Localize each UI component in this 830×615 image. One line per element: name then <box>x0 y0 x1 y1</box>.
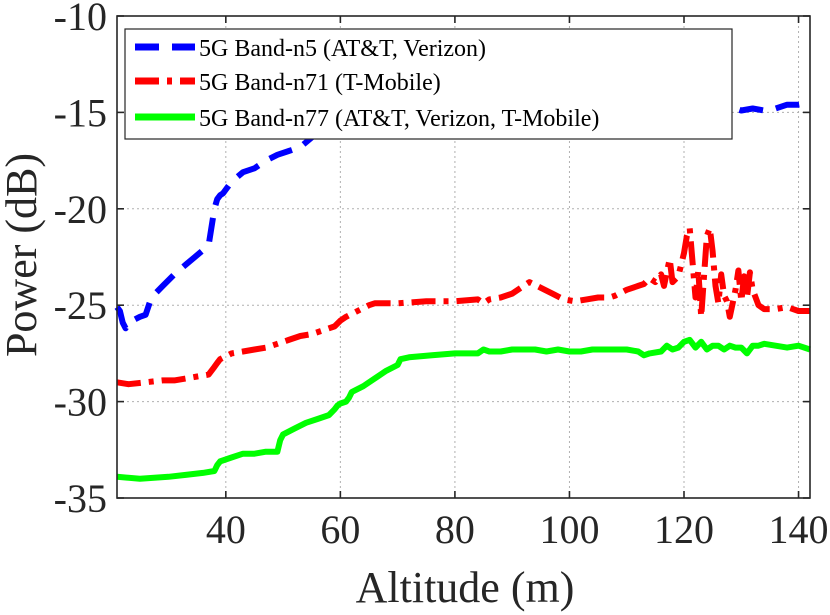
axis-tick-labels: 40 60 80 100 120 140 -35 -30 -25 -20 -15 -10 <box>54 0 829 552</box>
x-tick-label: 100 <box>539 507 599 552</box>
x-axis-title: Altitude (m) <box>356 563 575 612</box>
legend-box <box>124 28 733 140</box>
series-layer <box>114 99 811 482</box>
plot-frame <box>116 15 811 499</box>
x-tick-label: 60 <box>320 507 360 552</box>
y-tick-label: -25 <box>54 283 107 328</box>
y-axis-title: Power (dB) <box>0 153 46 357</box>
x-tick-label: 80 <box>435 507 475 552</box>
legend-label-n5: 5G Band-n5 (AT&T, Verizon) <box>199 36 486 62</box>
y-tick-label: -35 <box>54 476 107 521</box>
legend-label-n77: 5G Band-n77 (AT&T, Verizon, T-Mobile) <box>199 106 599 132</box>
series-line-n71 <box>116 225 810 388</box>
series-line-n5 <box>114 99 811 332</box>
y-tick-label: -10 <box>54 0 107 39</box>
y-tick-label: -15 <box>54 90 107 135</box>
series-line-n77 <box>116 336 811 482</box>
axis-ticks <box>117 15 810 499</box>
x-tick-label: 120 <box>654 507 714 552</box>
x-tick-label: 40 <box>206 507 246 552</box>
x-tick-label: 140 <box>769 507 829 552</box>
legend-label-n71: 5G Band-n71 (T-Mobile) <box>199 70 441 96</box>
y-tick-label: -20 <box>54 187 107 232</box>
legend: 5G Band-n5 (AT&T, Verizon) 5G Band-n71 (… <box>124 28 733 140</box>
y-tick-label: -30 <box>54 380 107 425</box>
